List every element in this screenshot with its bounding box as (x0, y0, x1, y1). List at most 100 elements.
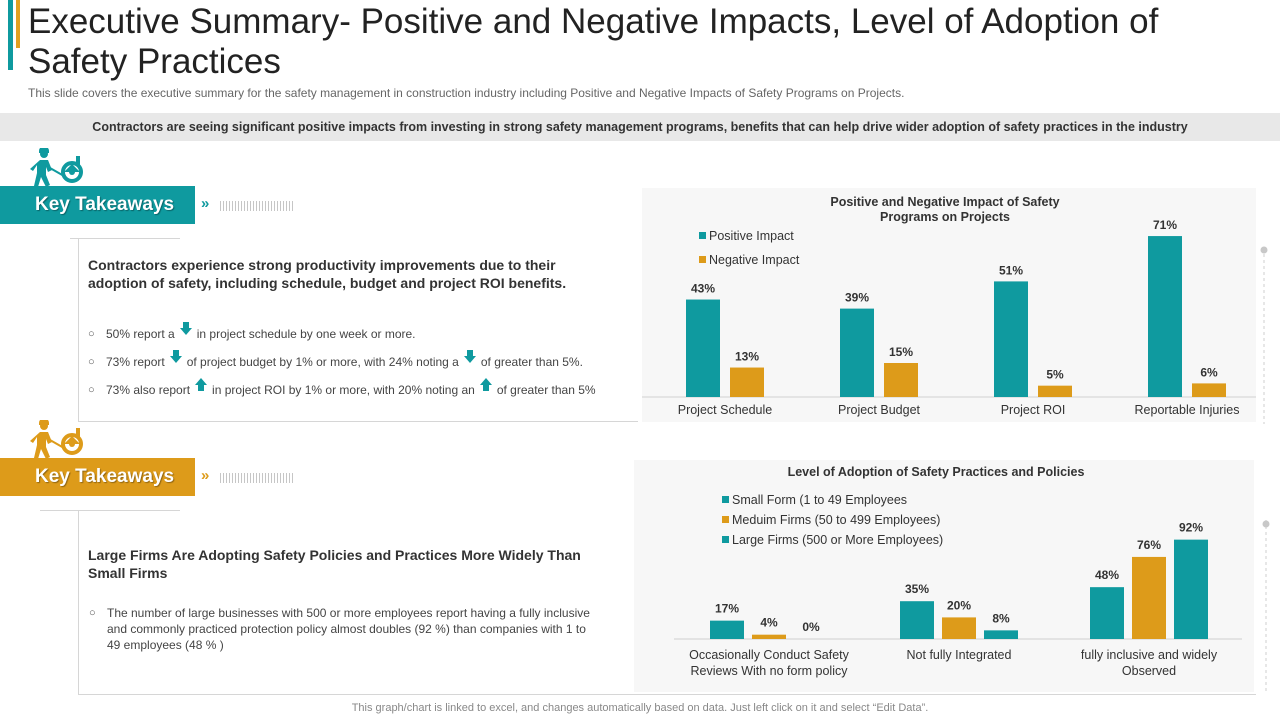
chevron-right-icon: » (201, 195, 209, 212)
bullet-1-pre: 50% report a (106, 327, 175, 341)
bracket-left-1 (78, 238, 79, 422)
data-label-2-0: 48% (1095, 568, 1119, 582)
category-label-0: Project Schedule (678, 403, 773, 417)
down-arrow-icon (179, 322, 192, 335)
legend-label-0: Small Form (1 to 49 Employees (732, 493, 907, 507)
category-label-1: Project Budget (838, 403, 921, 417)
up-arrow-icon (479, 378, 492, 391)
chart2-title-line-0: Level of Adoption of Safety Practices an… (788, 465, 1085, 479)
chart1-title-line-1: Programs on Projects (880, 210, 1010, 224)
title-accent-bar-secondary (16, 0, 20, 48)
bullet-circle-icon: ○ (88, 356, 95, 368)
title-accent-bar (8, 0, 13, 70)
bar-2-1 (1038, 385, 1072, 397)
data-label-1-1: 15% (889, 345, 913, 359)
chart2-guide-dot (1262, 520, 1270, 528)
summary-banner-text: Contractors are seeing significant posit… (92, 120, 1188, 134)
bullet-3-mid: in project ROI by 1% or more, with 20% n… (212, 383, 475, 397)
bar-1-1 (884, 363, 918, 397)
key-takeaways-label-1: Key Takeaways (0, 186, 195, 224)
category-label-2-line-1: Observed (1122, 664, 1176, 678)
data-label-3-1: 6% (1200, 365, 1218, 379)
category-label-2-line-0: fully inclusive and widely (1081, 648, 1218, 662)
data-label-0-1: 13% (735, 350, 759, 364)
legend-swatch-0 (699, 232, 706, 239)
section1-bullet-2: ○ 73% report of project budget by 1% or … (88, 350, 583, 369)
category-label-2: Project ROI (1001, 403, 1066, 417)
bullet-circle-icon: ○ (89, 607, 96, 619)
bracket-top-2 (40, 510, 180, 511)
bar-3-0 (1148, 236, 1182, 397)
page-subtitle: This slide covers the executive summary … (28, 86, 905, 100)
data-label-1-1: 20% (947, 598, 971, 612)
legend-label-2: Large Firms (500 or More Employees) (732, 533, 943, 547)
bracket-top-1 (70, 238, 180, 239)
legend-label-1: Meduim Firms (50 to 499 Employees) (732, 513, 940, 527)
section2-paragraph-text: The number of large businesses with 500 … (107, 606, 590, 652)
section1-heading: Contractors experience strong productivi… (88, 257, 567, 291)
bar-0-1 (752, 634, 786, 639)
construction-worker-icon (30, 148, 83, 187)
data-label-1-0: 35% (905, 582, 929, 596)
bullet-circle-icon: ○ (88, 328, 95, 340)
legend-swatch-1 (699, 256, 706, 263)
bracket-bottom-1 (78, 421, 638, 422)
bar-1-0 (900, 601, 934, 639)
divider-ticks-1 (220, 201, 294, 211)
summary-banner: Contractors are seeing significant posit… (0, 113, 1280, 141)
footer-note: This graph/chart is linked to excel, and… (351, 702, 929, 714)
down-arrow-icon (463, 350, 476, 363)
down-arrow-icon (169, 350, 182, 363)
data-label-0-0: 17% (715, 602, 739, 616)
bracket-bottom-2 (78, 694, 1256, 695)
construction-worker-icon (30, 420, 83, 459)
bracket-left-2 (78, 510, 79, 695)
bullet-2-mid: of project budget by 1% or more, with 24… (186, 355, 459, 369)
category-label-0-line-1: Reviews With no form policy (691, 664, 849, 678)
impact-bar-chart: Positive and Negative Impact of SafetyPr… (642, 195, 1268, 424)
adoption-bar-chart: Level of Adoption of Safety Practices an… (674, 465, 1270, 694)
legend-label-1: Negative Impact (709, 253, 800, 267)
bar-1-2 (984, 630, 1018, 639)
bullet-circle-icon: ○ (88, 384, 95, 396)
bar-1-0 (840, 308, 874, 397)
category-label-0-line-0: Occasionally Conduct Safety (689, 648, 850, 662)
key-takeaways-text-2: Key Takeaways (35, 466, 175, 487)
bar-0-1 (730, 367, 764, 397)
legend-swatch-2 (722, 536, 729, 543)
section2-heading: Large Firms Are Adopting Safety Policies… (88, 547, 581, 581)
up-arrow-icon (195, 378, 208, 391)
bar-1-1 (942, 617, 976, 639)
key-takeaways-label-2: Key Takeaways (0, 458, 195, 496)
page-title: Executive Summary- Positive and Negative… (28, 2, 1159, 81)
data-label-2-0: 51% (999, 263, 1023, 277)
data-label-3-0: 71% (1153, 218, 1177, 232)
bar-2-1 (1132, 556, 1166, 639)
data-label-0-0: 43% (691, 282, 715, 296)
data-label-1-0: 39% (845, 291, 869, 305)
legend-swatch-1 (722, 516, 729, 523)
bullet-3-post: of greater than 5% (496, 383, 596, 397)
chart1-guide-dot (1260, 246, 1268, 254)
bar-2-2 (1174, 539, 1208, 639)
category-label-3: Reportable Injuries (1135, 403, 1240, 417)
bar-3-1 (1192, 383, 1226, 397)
data-label-2-1: 76% (1137, 538, 1161, 552)
section1-bullet-1: ○ 50% report a in project schedule by on… (88, 322, 416, 341)
chart1-title-line-0: Positive and Negative Impact of Safety (830, 195, 1059, 209)
data-label-1-2: 8% (992, 611, 1010, 625)
bullet-2-post: of greater than 5%. (480, 355, 583, 369)
bar-2-0 (994, 281, 1028, 397)
bullet-2-pre: 73% report (106, 355, 165, 369)
chevron-right-icon: » (201, 467, 209, 484)
data-label-0-2: 0% (802, 620, 820, 634)
divider-ticks-2 (220, 473, 294, 483)
legend-label-0: Positive Impact (709, 229, 794, 243)
data-label-0-1: 4% (760, 616, 778, 630)
category-label-1-line-0: Not fully Integrated (907, 648, 1012, 662)
section2-paragraph: ○ The number of large businesses with 50… (89, 605, 597, 653)
bar-0-0 (710, 620, 744, 639)
bullet-3-pre: 73% also report (106, 383, 191, 397)
key-takeaways-text-1: Key Takeaways (35, 194, 175, 215)
legend-swatch-0 (722, 496, 729, 503)
